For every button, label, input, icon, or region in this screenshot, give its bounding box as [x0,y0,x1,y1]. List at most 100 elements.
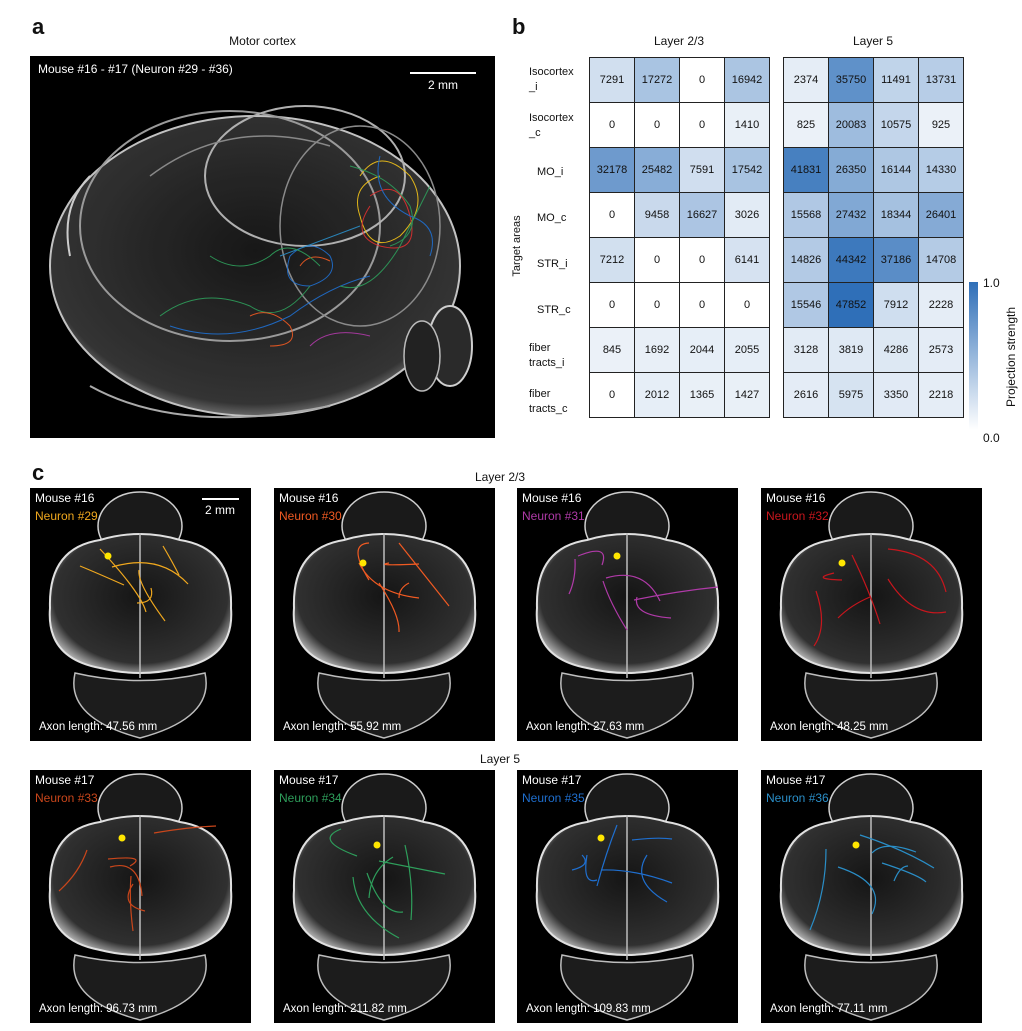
heatmap-cell: 10575 [873,102,919,148]
heatmap-row: 7291 17272 0 16942 [589,57,770,103]
panel-a-caption: Motor cortex [229,34,296,48]
heatmap-row: 825 20083 10575 925 [783,102,964,148]
heatmap-cell: 5975 [828,372,874,418]
heatmap-row: 2616 5975 3350 2218 [783,372,964,418]
colorbar [969,282,978,430]
heatmap-cell: 26350 [828,147,874,193]
brain-dorsal-view [535,491,720,739]
heatmap-row-label: STR_i [537,257,568,272]
mouse-label: Mouse #16 [35,491,95,505]
mouse-label: Mouse #16 [766,491,826,505]
colorbar-min: 0.0 [983,431,1000,445]
scale-bar [202,498,239,500]
row-label-line: STR_c [537,304,571,316]
heatmap-cell: 0 [724,282,770,328]
neuron-panel: Mouse #17 Neuron #35 Axon length: 109.83… [517,770,738,1023]
scale-bar-label: 2 mm [428,78,458,92]
heatmap-row: 2374 35750 11491 13731 [783,57,964,103]
neuron-label: Neuron #29 [35,509,98,523]
heatmap-row: 15546 47852 7912 2228 [783,282,964,328]
heatmap-row-label: Isocortex _i [529,65,574,95]
heatmap-cell: 16627 [679,192,725,238]
row-label-line: STR_i [537,258,568,270]
layer5-heading: Layer 5 [852,34,894,48]
heatmap-row: 32178 25482 7591 17542 [589,147,770,193]
heatmap-cell: 0 [634,282,680,328]
row-label-line: MO_i [537,166,564,178]
row-label-line: fiber [529,342,551,354]
heatmap-row: 14826 44342 37186 14708 [783,237,964,283]
row-label-line: Isocortex [529,66,574,78]
heatmap-cell: 0 [589,282,635,328]
neuron-panel: Mouse #16 Neuron #32 Axon length: 48.25 … [761,488,982,741]
mouse-label: Mouse #17 [35,773,95,787]
neuron-label: Neuron #34 [279,791,342,805]
heatmap-cell: 37186 [873,237,919,283]
mouse-label: Mouse #16 [279,491,339,505]
heatmap-cell: 6141 [724,237,770,283]
heatmap-cell: 7212 [589,237,635,283]
heatmap-cell: 18344 [873,192,919,238]
axon-length-label: Axon length: 47.56 mm [39,721,158,733]
layer5-row-label: Layer 5 [479,752,521,766]
heatmap-row-label: MO_i [537,165,563,180]
mouse-label: Mouse #17 [279,773,339,787]
axon-length-label: Axon length: 77.11 mm [770,1003,888,1015]
neuron-label: Neuron #35 [522,791,585,805]
heatmap-cell: 2228 [918,282,964,328]
heatmap-cell: 20083 [828,102,874,148]
row-label-line: _c [529,127,541,139]
neuron-panel: Mouse #17 Neuron #34 Axon length: 211.82… [274,770,495,1023]
colorbar-label: Projection strength [1004,306,1018,408]
mouse-label: Mouse #17 [522,773,582,787]
heatmap-cell: 0 [679,282,725,328]
neuron-panel: Mouse #16 Neuron #30 Axon length: 55.92 … [274,488,495,741]
brain-dorsal-view [292,773,477,1021]
axon-length-label: Axon length: 48.25 mm [770,721,889,733]
brain-dorsal-view [48,773,233,1021]
heatmap-cell: 16942 [724,57,770,103]
neuron-label: Neuron #31 [522,509,585,523]
heatmap-cell: 2616 [783,372,829,418]
heatmap-row-label: Isocortex _c [529,111,574,141]
heatmap-cell: 47852 [828,282,874,328]
heatmap-row: 0 9458 16627 3026 [589,192,770,238]
panel-b-letter: b [512,14,526,39]
panel-c-letter: c [32,460,45,485]
heatmap-cell: 0 [589,192,635,238]
heatmap-cell: 7291 [589,57,635,103]
heatmap-layer23: 7291 17272 0 16942 0 0 0 1410 32178 25482 7591 1754… [589,57,770,418]
mouse-label: Mouse #17 [766,773,826,787]
heatmap-cell: 0 [634,102,680,148]
heatmap-cell: 7591 [679,147,725,193]
neuron-panel: Mouse #16 Neuron #31 Axon length: 27.63 … [517,488,738,741]
brain-3d-render [49,105,473,419]
layer23-row-label: Layer 2/3 [474,470,526,484]
heatmap-row: 3128 3819 4286 2573 [783,327,964,373]
heatmap-cell: 825 [783,102,829,148]
heatmap-cell: 26401 [918,192,964,238]
brain-dorsal-view [779,491,964,739]
heatmap-cell: 0 [679,57,725,103]
neuron-panel: Mouse #16 Neuron #29 Axon length: 47.56 … [30,488,251,741]
neuron-label: Neuron #33 [35,791,98,805]
heatmap-cell: 27432 [828,192,874,238]
brain-dorsal-view [535,773,720,1021]
brain-dorsal-view [48,491,233,739]
scale-bar [410,72,476,74]
heatmap-row: 7212 0 0 6141 [589,237,770,283]
y-axis-label: Target areas [511,215,523,277]
axon-length-label: Axon length: 109.83 mm [526,1003,651,1015]
heatmap-cell: 15568 [783,192,829,238]
neuron-panel: Mouse #17 Neuron #33 Axon length: 96.73 … [30,770,251,1023]
row-label-line: MO_c [537,212,567,224]
panel-a-subtitle: Mouse #16 - #17 (Neuron #29 - #36) [38,62,233,76]
heatmap-cell: 2573 [918,327,964,373]
heatmap-cell: 0 [634,237,680,283]
row-label-line: tracts_c [529,403,568,415]
heatmap-cell: 2055 [724,327,770,373]
heatmap-cell: 44342 [828,237,874,283]
heatmap-cell: 1365 [679,372,725,418]
heatmap-cell: 3819 [828,327,874,373]
